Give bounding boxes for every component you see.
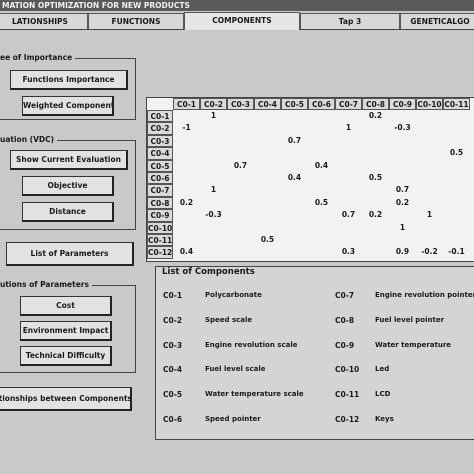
row-header: C0-6	[147, 172, 173, 185]
component-name: Water temperature	[375, 340, 452, 349]
matrix-cell: 0.2	[368, 210, 383, 220]
tab[interactable]: LATIONSHIPS	[0, 13, 88, 29]
matrix-cell: 0.4	[287, 173, 302, 182]
components-title: List of Components	[162, 267, 255, 277]
column-header: C0-9	[389, 98, 416, 110]
matrix-cell: -0.2	[421, 247, 438, 257]
row-header: C0-3	[147, 134, 173, 148]
matrix-cell: 0.5	[449, 148, 464, 158]
row-header: C0-11	[147, 234, 173, 247]
button[interactable]: Objective	[22, 176, 114, 196]
component-code: C0-11	[335, 390, 360, 400]
column-header: C0-7	[335, 98, 362, 110]
component-code: C0-1	[163, 291, 183, 300]
column-header: C0-8	[362, 98, 389, 110]
matrix-cell: 0.2	[395, 197, 410, 207]
row-header: C0-10	[147, 221, 173, 234]
component-code: C0-4	[163, 365, 183, 375]
column-header: C0-4	[254, 98, 281, 110]
button[interactable]: Cost	[20, 296, 112, 316]
matrix-cell: 0.5	[260, 235, 275, 244]
matrix-cell: 0.7	[395, 185, 410, 195]
tab[interactable]: GENETICALGO	[400, 13, 474, 29]
component-code: C0-9	[335, 340, 355, 350]
matrix-cell: 0.4	[314, 160, 329, 170]
component-name: Fuel level scale	[205, 365, 266, 374]
component-code: C0-6	[163, 415, 183, 424]
matrix-cell: -1	[182, 123, 191, 133]
component-name: Engine revolution scale	[205, 340, 298, 349]
component-name: Engine revolution pointer	[375, 291, 474, 299]
row-header: C0-2	[147, 122, 173, 135]
component-code: C0-2	[163, 315, 183, 325]
row-header: C0-5	[147, 159, 173, 172]
group-title: utions of Parameters	[0, 280, 92, 289]
button[interactable]: Weighted Components	[22, 96, 114, 116]
tab[interactable]: FUNCTIONS	[88, 13, 184, 29]
component-code: C0-7	[335, 291, 355, 300]
column-header: C0-5	[281, 98, 308, 110]
matrix-cell: 1	[210, 185, 217, 195]
component-name: LCD	[375, 390, 391, 399]
matrix-cell: 0.9	[395, 247, 410, 257]
component-code: C0-12	[335, 415, 360, 424]
tab[interactable]: COMPONENTS	[184, 12, 300, 30]
matrix-cell: 0.3	[341, 247, 356, 257]
button[interactable]: Environment Impact	[20, 321, 112, 341]
component-name: Led	[375, 365, 390, 374]
matrix-cell: 0.7	[341, 210, 356, 220]
component-name: Keys	[375, 415, 394, 423]
component-name: Water temperature scale	[205, 390, 304, 399]
group-title: uation (VDC)	[0, 135, 58, 144]
component-name: Speed scale	[205, 315, 253, 324]
component-name: Fuel level pointer	[375, 315, 445, 324]
button[interactable]: Functions Importance	[10, 70, 128, 90]
component-code: C0-10	[335, 365, 360, 375]
matrix-cell: 1	[426, 210, 433, 220]
column-header: C0-3	[227, 98, 254, 110]
matrix-cell: 0.5	[368, 173, 383, 182]
parameters-button[interactable]: List of Parameters	[6, 242, 134, 266]
group-box	[0, 140, 136, 230]
row-header: C0-8	[147, 196, 173, 210]
matrix-cell: 1	[210, 111, 217, 120]
column-header: C0-11	[443, 98, 470, 110]
row-header: C0-1	[147, 110, 173, 123]
matrix-cell: -0.1	[448, 247, 465, 257]
relationships-button[interactable]: lationships between Components	[0, 387, 132, 411]
column-header: C0-1	[173, 98, 200, 110]
button[interactable]: Distance	[22, 202, 114, 222]
component-name: Speed pointer	[205, 415, 261, 423]
column-header: C0-10	[416, 98, 443, 110]
matrix-cell: -0.3	[394, 123, 411, 133]
group-title: ee of Importance	[0, 53, 76, 62]
button[interactable]: Show Current Evaluation	[10, 150, 128, 170]
tab[interactable]: Tap 3	[300, 13, 400, 29]
matrix-cell: -0.3	[205, 210, 222, 220]
matrix-cell: 0.4	[179, 247, 194, 257]
window-title: MATION OPTIMIZATION FOR NEW PRODUCTS	[0, 0, 474, 11]
components-panel	[155, 266, 474, 440]
matrix-cell: 0.2	[368, 111, 383, 120]
component-name: Polycarbonate	[205, 291, 262, 299]
component-code: C0-3	[163, 340, 183, 350]
column-header: C0-6	[308, 98, 335, 110]
matrix	[146, 97, 474, 262]
component-code: C0-8	[335, 315, 355, 325]
matrix-cell: 1	[345, 123, 352, 133]
matrix-cell: 0.7	[233, 160, 248, 170]
row-header: C0-4	[147, 147, 173, 160]
row-header: C0-7	[147, 184, 173, 197]
row-header: C0-12	[147, 246, 173, 259]
matrix-cell: 0.2	[179, 197, 194, 207]
button[interactable]: Technical Difficulty	[20, 346, 112, 366]
component-code: C0-5	[163, 390, 183, 400]
row-header: C0-9	[147, 209, 173, 222]
matrix-cell: 0.5	[314, 197, 329, 207]
matrix-cell: 0.7	[287, 135, 302, 145]
matrix-cell: 1	[399, 222, 406, 232]
column-header: C0-2	[200, 98, 227, 110]
